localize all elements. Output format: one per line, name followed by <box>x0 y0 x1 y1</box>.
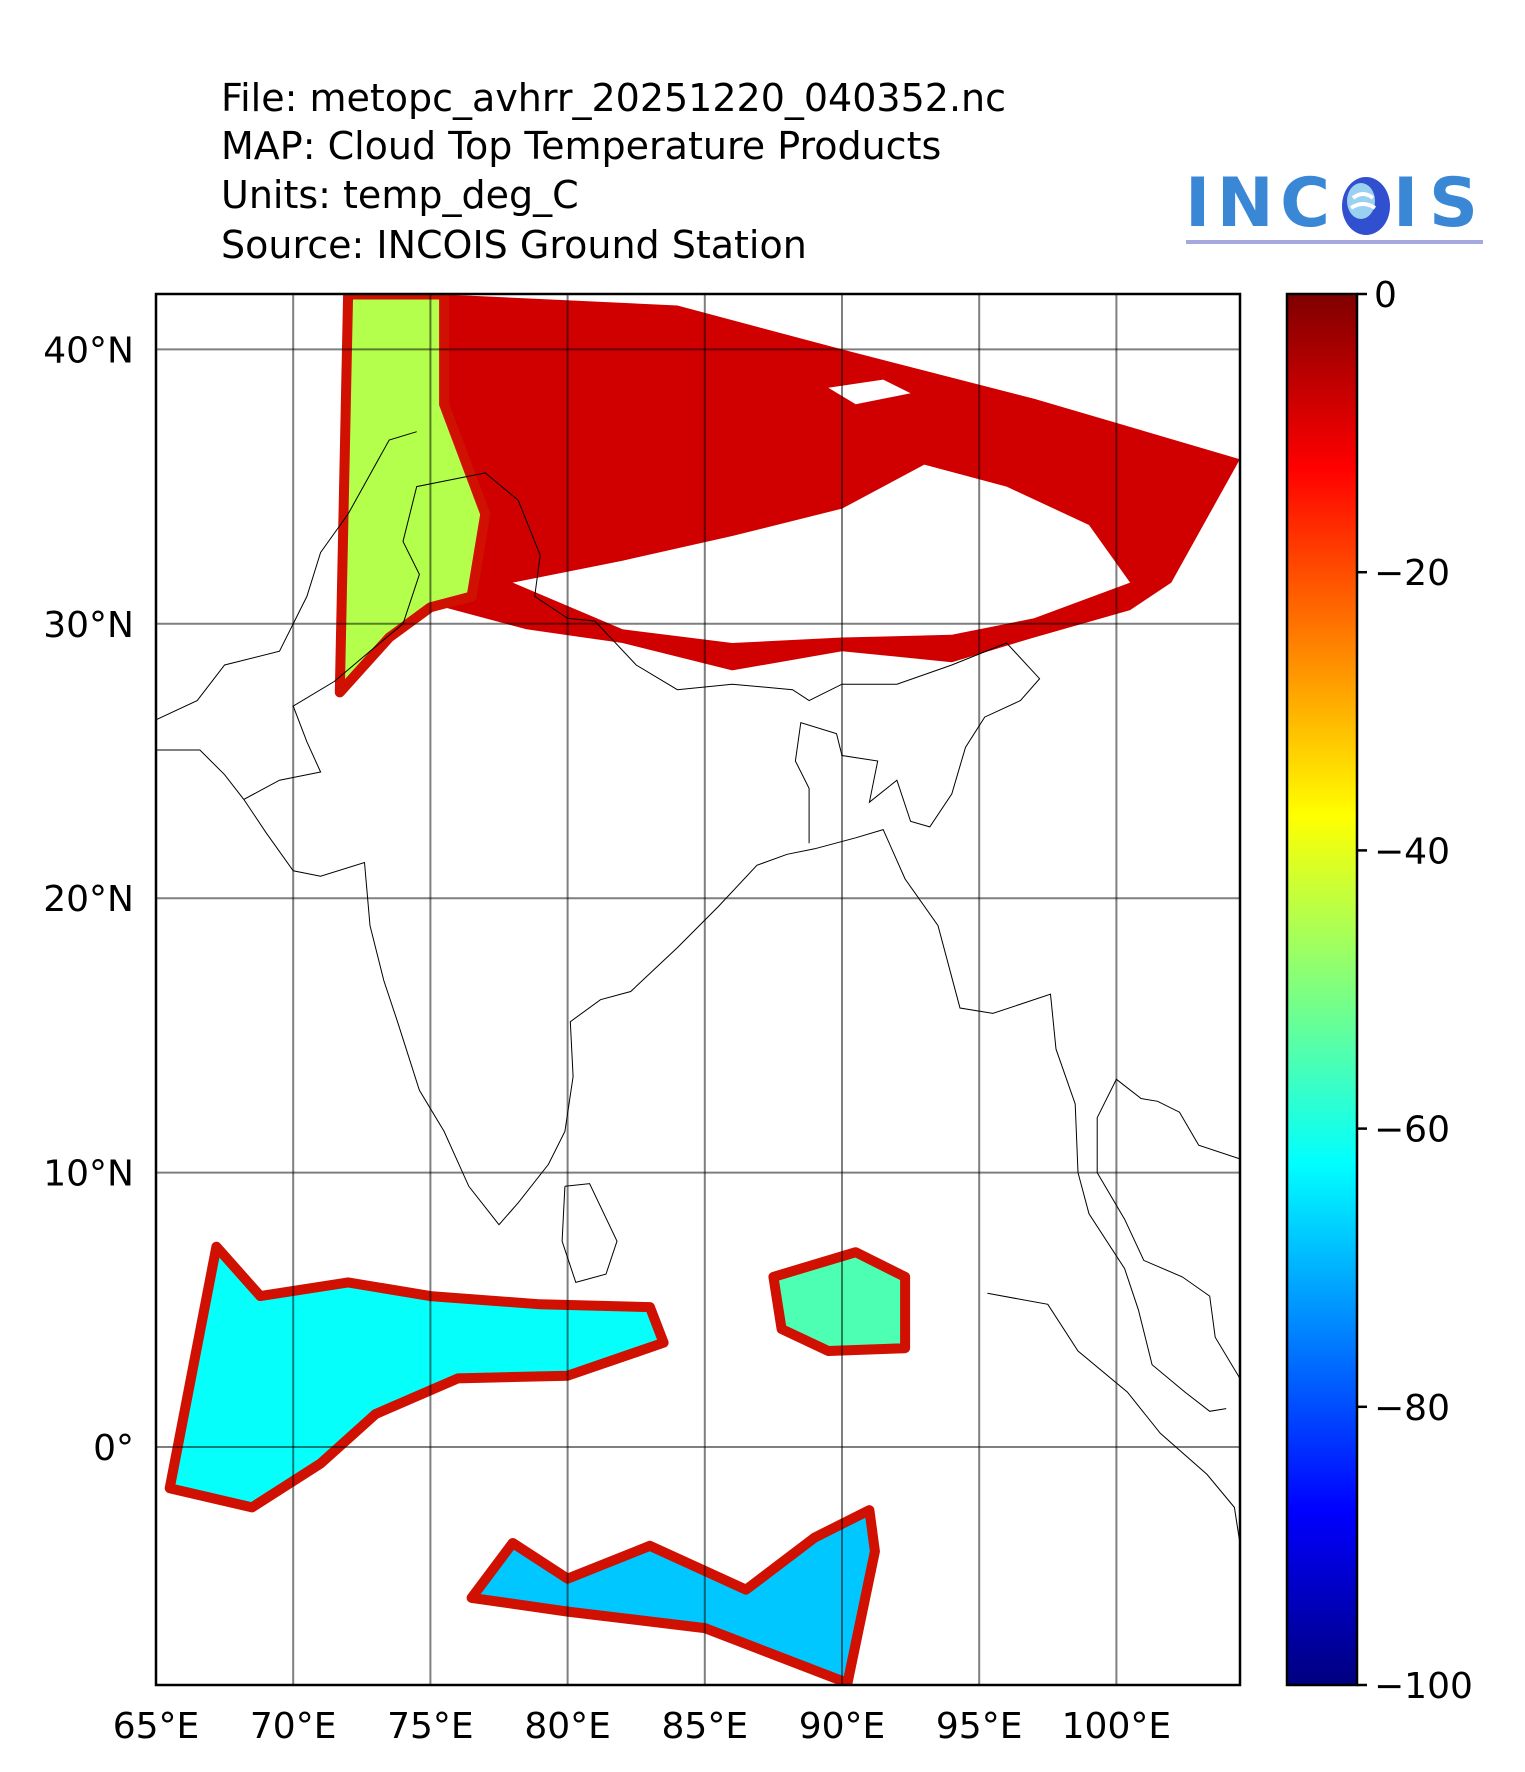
svg-text:IS: IS <box>1393 168 1478 243</box>
cloud-region-indian-ocean-south <box>466 1505 880 1685</box>
coastline <box>156 749 1227 1412</box>
coastline <box>1096 1078 1240 1379</box>
lat-tick-label: 0° <box>93 1428 134 1469</box>
cloud-region-indian-ocean-west <box>164 1241 669 1513</box>
lon-tick-label: 95°E <box>936 1706 1023 1747</box>
colorbar-tick-label: −80 <box>1374 1388 1450 1429</box>
lon-tick-label: 70°E <box>250 1706 337 1747</box>
border-line <box>156 431 417 721</box>
lat-tick-label: 30°N <box>43 605 134 646</box>
lat-tick-label: 20°N <box>43 879 134 920</box>
lon-tick-label: 100°E <box>1062 1706 1171 1747</box>
colorbar <box>1285 292 1359 1687</box>
lat-tick-label: 40°N <box>43 330 134 371</box>
coastline <box>561 1183 618 1284</box>
file-title: File: metopc_avhrr_20251220_040352.nc <box>221 76 1006 120</box>
coastline <box>987 1292 1240 1544</box>
colorbar-tick-label: −100 <box>1374 1666 1473 1707</box>
colorbar-tick-label: 0 <box>1374 275 1397 316</box>
colorbar-tick-label: −60 <box>1374 1110 1450 1151</box>
cloud-region-indian-ocean-east <box>768 1247 911 1356</box>
incois-logo: INC IS <box>1185 164 1485 252</box>
colorbar-tick-label: −20 <box>1374 553 1450 594</box>
colorbar-tick-label: −40 <box>1374 831 1450 872</box>
source-title: Source: INCOIS Ground Station <box>221 223 807 267</box>
cloud-region-north-swath-cold-edge <box>334 294 491 698</box>
clear-region-tibet-clear <box>512 464 1131 643</box>
map-frame <box>154 292 1242 1687</box>
lat-tick-label: 10°N <box>43 1154 134 1195</box>
units-title: Units: temp_deg_C <box>221 173 579 217</box>
svg-text:INC: INC <box>1185 168 1330 243</box>
clear-region-qaidam-clear <box>828 379 911 405</box>
lon-tick-label: 75°E <box>387 1706 474 1747</box>
lon-tick-label: 90°E <box>799 1706 886 1747</box>
map-title: MAP: Cloud Top Temperature Products <box>221 124 942 168</box>
border-line <box>243 472 1041 844</box>
lon-tick-label: 80°E <box>524 1706 611 1747</box>
lon-tick-label: 65°E <box>113 1706 200 1747</box>
lon-tick-label: 85°E <box>662 1706 749 1747</box>
